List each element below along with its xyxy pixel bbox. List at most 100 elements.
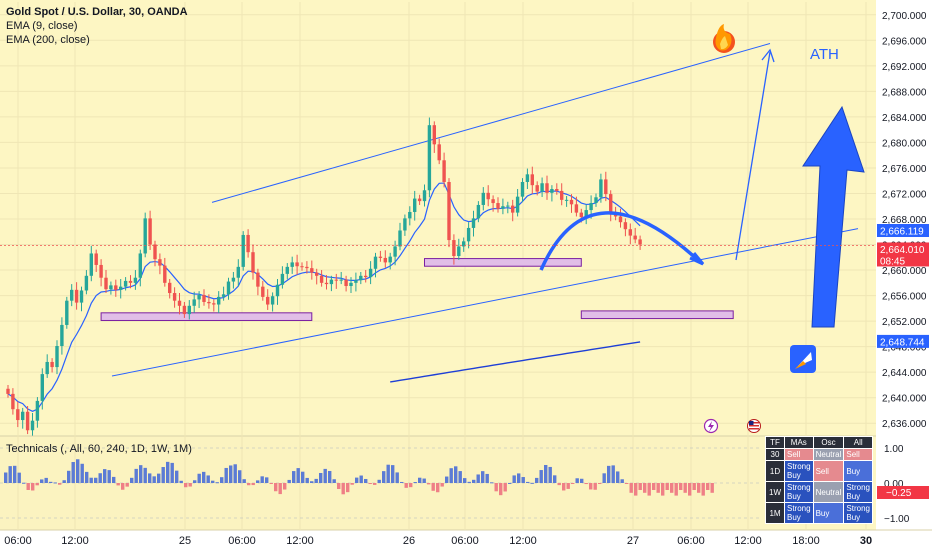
price-tick-label: 2,644.000 xyxy=(882,368,927,379)
candle-body xyxy=(11,393,15,410)
time-tick-label: 06:00 xyxy=(228,535,256,547)
candle-body xyxy=(290,262,294,267)
table-row: 1W Strong Buy Neutral Strong Buy xyxy=(765,481,873,503)
technicals-bar xyxy=(76,459,80,483)
table-cell-all: Buy xyxy=(843,460,873,482)
lightning-event-icon[interactable] xyxy=(703,418,719,434)
candle-body xyxy=(471,218,476,228)
technicals-bar xyxy=(440,483,444,487)
candle-body xyxy=(638,239,642,245)
table-cell-osc: Neutral xyxy=(812,448,845,461)
price-tick-label: 2,672.000 xyxy=(882,189,927,200)
technicals-bar xyxy=(683,483,687,493)
technicals-bar xyxy=(571,483,575,484)
time-tick-label: 27 xyxy=(627,535,639,547)
technicals-bar xyxy=(287,479,291,483)
technicals-bar xyxy=(436,483,440,493)
technicals-bar xyxy=(4,472,8,483)
time-tick-label: 18:00 xyxy=(792,535,820,547)
candle-body xyxy=(35,400,40,421)
price-axis[interactable]: 2,636.000 2,640.000 2,644.000 2,648.000 2,65… xyxy=(877,11,929,525)
candle-body xyxy=(197,294,201,300)
technicals-bar xyxy=(85,471,89,483)
us-flag-event-icon[interactable] xyxy=(747,419,761,433)
price-tag-ema200-background xyxy=(877,334,929,348)
candle-body xyxy=(481,192,485,205)
technicals-bar xyxy=(580,478,584,483)
technicals-bar xyxy=(17,472,21,483)
technicals-bar xyxy=(161,467,165,483)
support-zone xyxy=(100,312,313,321)
technicals-bar xyxy=(521,477,525,483)
chart-title: Gold Spot / U.S. Dollar, 30, OANDA xyxy=(6,6,188,18)
candle-body xyxy=(310,268,314,273)
technicals-bar xyxy=(485,473,489,483)
candle-body xyxy=(501,206,505,209)
technicals-bar xyxy=(242,479,246,483)
grid-lines xyxy=(0,2,876,530)
technicals-bar xyxy=(8,466,12,483)
table-header-cell: TF xyxy=(765,436,785,449)
candle-body xyxy=(275,284,280,297)
candle-body xyxy=(143,218,147,254)
technicals-bar xyxy=(616,471,620,483)
technicals-bar xyxy=(35,483,39,486)
candle-body xyxy=(511,205,515,213)
candle-body xyxy=(104,277,108,290)
table-header-row: TF MAs Osc All xyxy=(765,436,873,449)
candle-body xyxy=(119,286,123,290)
technicals-bar xyxy=(197,473,201,483)
candle-body xyxy=(633,235,637,240)
technicals-bar xyxy=(350,483,354,485)
candle-body xyxy=(182,305,187,315)
rocket-icon xyxy=(790,345,816,373)
candle-body xyxy=(373,256,378,269)
table-cell-all: Strong Buy xyxy=(843,502,873,524)
candle-body xyxy=(177,300,182,306)
candle-body xyxy=(40,374,44,401)
technicals-bar xyxy=(152,476,156,483)
candle-body xyxy=(109,285,113,290)
candle-body xyxy=(525,174,530,182)
candle-body xyxy=(609,194,613,213)
candle-body xyxy=(599,179,603,198)
technicals-bar xyxy=(535,477,539,483)
technicals-bar xyxy=(382,471,386,483)
technicals-bar xyxy=(269,483,273,484)
candle-body xyxy=(99,264,103,278)
candle-body xyxy=(339,279,343,281)
candle-body xyxy=(89,253,93,276)
technicals-bar xyxy=(593,483,597,490)
technicals-bar xyxy=(170,462,174,483)
technicals-bar xyxy=(53,482,57,484)
candle-body xyxy=(60,324,64,347)
time-axis[interactable]: 06:00 12:00 25 06:00 12:00 26 06:00 12:00 27 06:0… xyxy=(4,535,872,547)
table-row: 30 Sell Neutral Sell xyxy=(765,448,873,461)
technicals-bar xyxy=(427,483,431,485)
candle-body xyxy=(520,181,525,197)
candle-body xyxy=(555,189,559,191)
candle-body xyxy=(354,280,358,283)
technicals-bar xyxy=(251,483,255,486)
technicals-bar xyxy=(701,483,705,496)
drawings xyxy=(0,48,876,328)
ema-slow-line xyxy=(390,341,641,383)
candle-body xyxy=(432,125,436,145)
support-zone xyxy=(580,310,734,320)
technicals-bar xyxy=(179,480,183,483)
fire-icon xyxy=(713,24,735,53)
technicals-bar xyxy=(503,483,507,492)
candle-body xyxy=(50,361,54,368)
technicals-bar xyxy=(463,478,467,483)
candle-body xyxy=(285,266,289,274)
technicals-histogram xyxy=(0,447,760,519)
candle-body xyxy=(628,229,632,236)
technicals-bar xyxy=(611,465,615,483)
technicals-bar xyxy=(67,470,71,483)
technicals-bar xyxy=(674,483,678,496)
price-tick-label: 2,676.000 xyxy=(882,164,927,175)
technicals-bar xyxy=(679,483,683,490)
technicals-bar xyxy=(476,474,480,483)
technicals-bar xyxy=(337,483,341,490)
